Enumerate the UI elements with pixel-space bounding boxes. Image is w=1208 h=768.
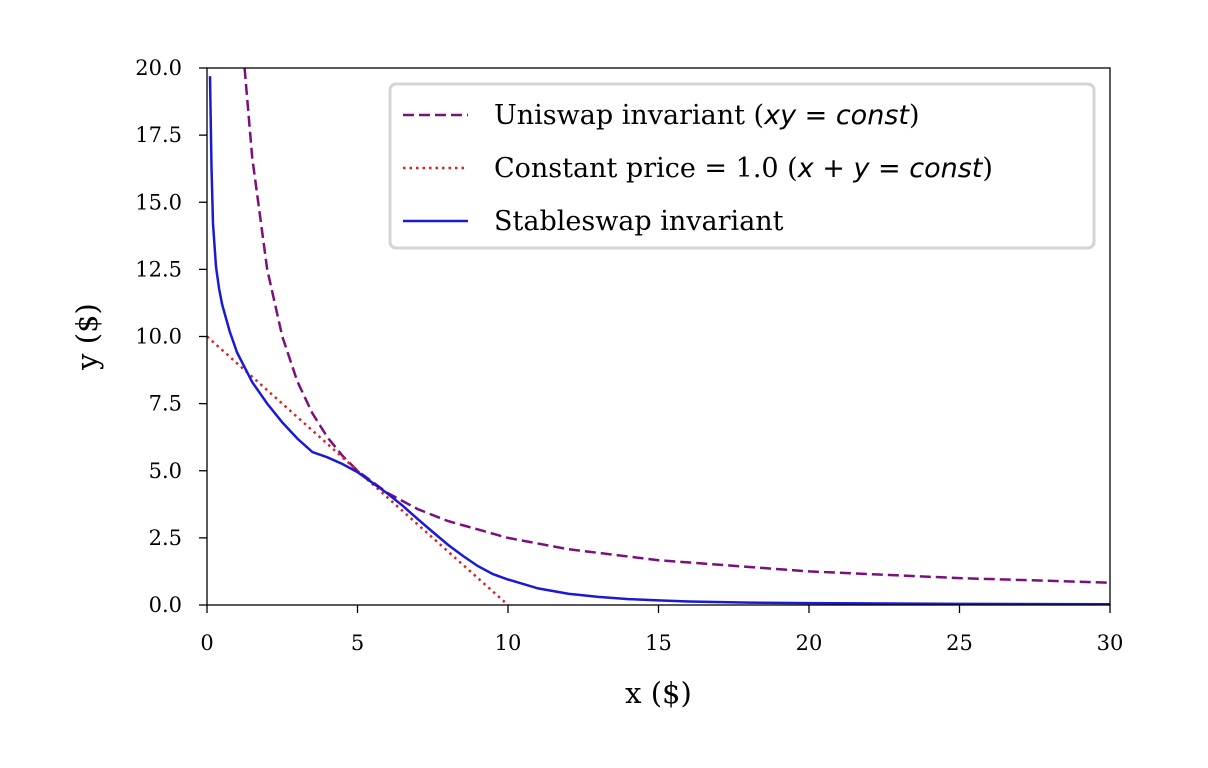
legend-math-part: x + y = const [797,153,984,184]
legend-box [388,82,1096,250]
series-layer [207,68,1110,605]
x-axis-label: x ($) [625,676,692,710]
legend-label-2: Constant price = 1.0 (x + y = const) [494,153,993,184]
x-tick-label: 15 [645,631,672,655]
x-tick-label: 30 [1097,631,1124,655]
x-tick-label: 10 [495,631,522,655]
legend-text-part: ) [909,100,920,131]
y-tick-label: 5.0 [149,459,182,483]
x-tick-label: 0 [200,631,213,655]
y-tick-label: 0.0 [149,593,182,617]
legend-math-part: xy = const [763,100,910,131]
y-tick-label: 2.5 [149,526,182,550]
y-tick-label: 12.5 [135,257,182,281]
legend-text-part: Stableswap invariant [494,206,784,237]
axes-layer: 0 5 10 15 20 25 30 0.0 2.5 5.0 7.5 10.0 12.5 15.0 17.5… [135,56,1123,655]
x-tick-label: 5 [351,631,364,655]
legend-text-part: ) [982,153,993,184]
y-tick-label: 20.0 [135,56,182,80]
legend-text-part: Uniswap invariant ( [494,100,764,131]
y-tick-label: 15.0 [135,190,182,214]
x-tick-label: 20 [796,631,823,655]
y-tick-label: 7.5 [149,392,182,416]
x-tick-label: 25 [946,631,973,655]
y-axis-label: y ($) [70,303,104,371]
series-line-3 [208,76,1110,605]
legend-text-part: Constant price = 1.0 ( [494,153,798,184]
legend-label-1: Uniswap invariant (xy = const) [494,100,920,131]
series-line-1 [243,68,1110,584]
y-tick-label: 17.5 [135,123,182,147]
legend-label-3: Stableswap invariant [494,206,784,237]
y-tick-label: 10.0 [135,325,182,349]
legend: Uniswap invariant (xy = const)Constant p… [388,82,1096,250]
